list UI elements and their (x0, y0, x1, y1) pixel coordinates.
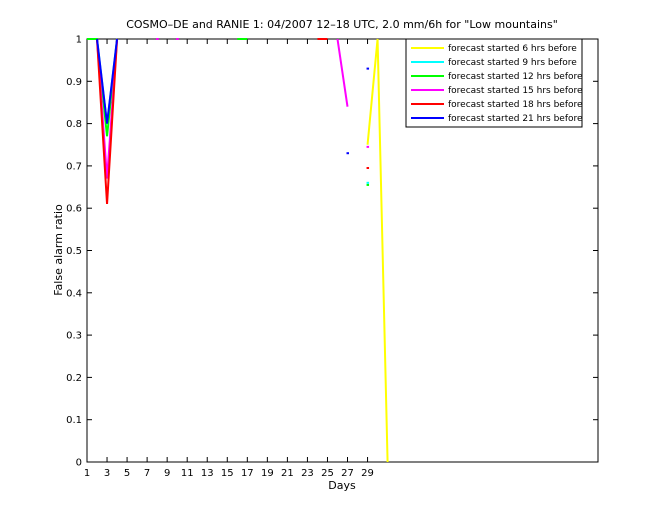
y-tick-label: 0.9 (66, 77, 82, 88)
y-tick-label: 0.1 (66, 415, 82, 426)
series-line (366, 38, 389, 463)
x-tick-label: 9 (164, 468, 170, 479)
x-tick-label: 11 (181, 468, 194, 479)
x-tick-label: 19 (261, 468, 274, 479)
legend-label: forecast started 15 hrs before (448, 86, 583, 96)
x-tick-label: 17 (241, 468, 254, 479)
x-tick-label: 5 (124, 468, 130, 479)
y-tick-label: 0 (76, 458, 82, 469)
x-tick-label: 13 (201, 468, 214, 479)
chart-title: COSMO–DE and RANIE 1: 04/2007 12–18 UTC,… (126, 18, 558, 31)
y-tick-label: 1 (76, 35, 82, 46)
legend-label: forecast started 21 hrs before (448, 114, 583, 124)
legend-box (405, 38, 583, 128)
x-tick-label: 1 (84, 468, 90, 479)
x-tick-label: 27 (341, 468, 354, 479)
legend-label: forecast started 6 hrs before (448, 44, 577, 54)
y-tick-label: 0.8 (66, 119, 82, 130)
x-tick-label: 21 (281, 468, 294, 479)
x-tick-label: 15 (221, 468, 234, 479)
y-axis-label: False alarm ratio (52, 204, 65, 296)
y-tick-label: 0.6 (66, 204, 82, 215)
legend-label: forecast started 9 hrs before (448, 58, 577, 68)
y-tick-label: 0.7 (66, 161, 82, 172)
x-tick-label: 29 (361, 468, 374, 479)
y-tick-label: 0.2 (66, 373, 82, 384)
series-line (96, 38, 119, 124)
y-tick-label: 0.4 (66, 288, 82, 299)
x-axis-label: Days (328, 479, 356, 492)
y-tick-label: 0.5 (66, 246, 82, 257)
x-tick-label: 3 (104, 468, 110, 479)
legend-label: forecast started 18 hrs before (448, 100, 583, 110)
legend-label: forecast started 12 hrs before (448, 72, 583, 82)
y-tick-label: 0.3 (66, 331, 82, 342)
x-tick-label: 7 (144, 468, 150, 479)
series-line (96, 38, 119, 205)
x-tick-label: 25 (321, 468, 334, 479)
x-tick-label: 23 (301, 468, 314, 479)
plot-frame (86, 38, 599, 463)
series-line (336, 38, 349, 107)
